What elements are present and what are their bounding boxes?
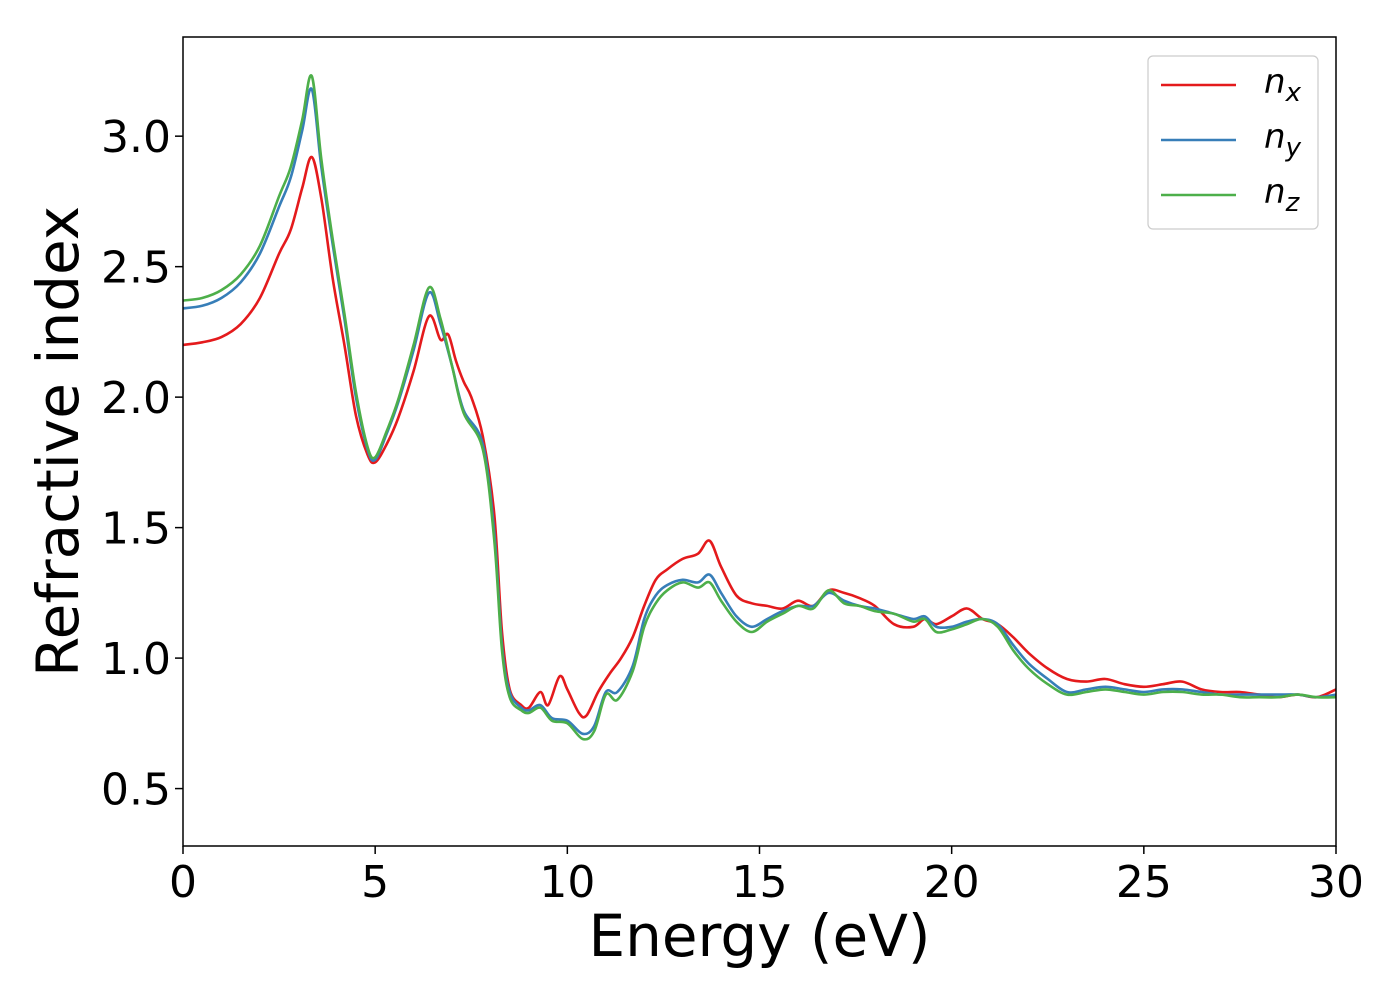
y-tick-label: 3.0 xyxy=(101,112,171,163)
x-tick-label: 10 xyxy=(539,857,595,908)
legend-label-y: ny xyxy=(1264,117,1302,163)
y-tick-label: 2.0 xyxy=(101,373,171,424)
y-axis-title: Refractive index xyxy=(24,206,92,677)
y-tick-label: 1.0 xyxy=(101,634,171,685)
series-line-x xyxy=(183,155,1336,719)
legend-label-x: nx xyxy=(1264,62,1302,108)
series-layer xyxy=(183,74,1336,741)
y-tick-label: 2.5 xyxy=(101,243,171,294)
x-axis-title: Energy (eV) xyxy=(588,902,930,970)
x-axis: 0 5 10 15 20 25 30 xyxy=(169,846,1364,908)
y-tick-label: 1.5 xyxy=(101,504,171,555)
y-axis: 0.5 1.0 1.5 2.0 2.5 3.0 xyxy=(101,112,183,816)
y-tick-label: 0.5 xyxy=(101,765,171,816)
x-tick-label: 15 xyxy=(732,857,788,908)
x-tick-label: 20 xyxy=(924,857,980,908)
legend-box xyxy=(1147,55,1319,230)
x-tick-label: 5 xyxy=(361,857,389,908)
legend: nx ny nz xyxy=(1147,55,1319,230)
x-tick-label: 25 xyxy=(1116,857,1172,908)
x-tick-label: 0 xyxy=(169,857,197,908)
legend-label-z: nz xyxy=(1264,172,1301,218)
x-tick-label: 30 xyxy=(1308,857,1364,908)
series-line-z xyxy=(183,74,1336,741)
